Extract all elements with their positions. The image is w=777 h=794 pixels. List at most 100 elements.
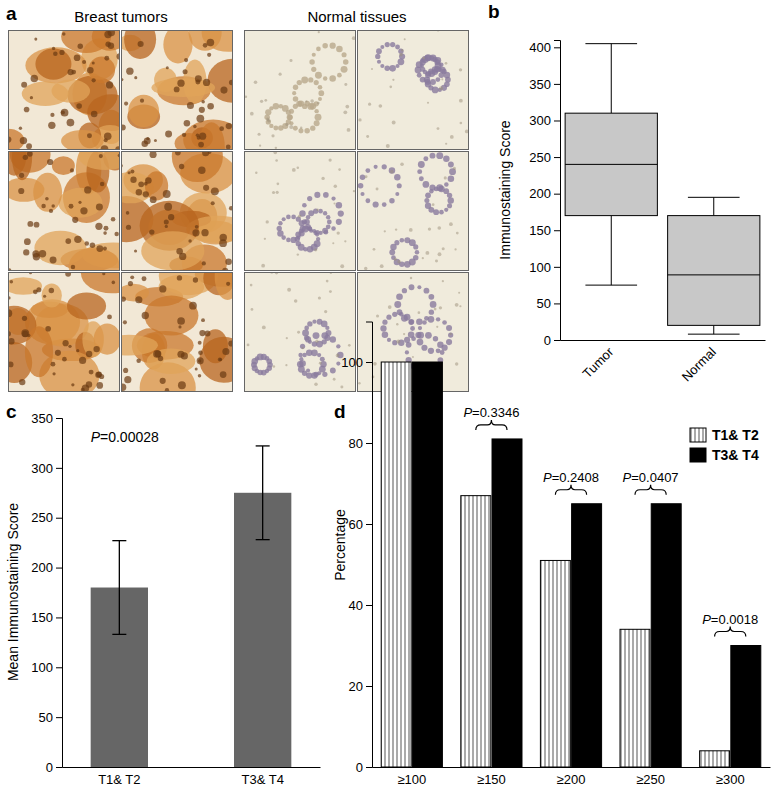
nucleus — [313, 332, 320, 339]
speck — [254, 80, 258, 84]
nucleus — [138, 181, 144, 187]
tick: ≥200 — [557, 767, 586, 787]
nucleus — [219, 358, 222, 361]
annotation-rest: =0.0018 — [711, 612, 758, 627]
tick-mark — [366, 767, 372, 768]
nucleus — [193, 277, 198, 282]
speck — [422, 257, 424, 259]
tick-label: 150 — [529, 223, 551, 238]
speck — [454, 248, 456, 250]
nucleus — [65, 238, 71, 244]
nucleus — [278, 125, 284, 131]
nucleus — [444, 208, 448, 212]
nucleus — [189, 302, 197, 310]
annotation-rest: =0.00028 — [100, 429, 159, 445]
nucleus — [330, 43, 336, 49]
whisker — [713, 325, 714, 334]
nucleus — [80, 207, 87, 214]
nucleus — [380, 64, 384, 68]
nucleus — [82, 60, 86, 64]
speck — [394, 258, 397, 261]
speck — [392, 79, 394, 81]
stain — [208, 59, 233, 103]
nucleus — [103, 226, 108, 231]
nucleus — [380, 45, 384, 49]
nucleus — [408, 320, 413, 325]
nucleus — [43, 295, 46, 298]
nucleus — [311, 67, 316, 72]
nucleus — [49, 288, 54, 293]
stain — [81, 272, 120, 293]
nucleus — [292, 91, 296, 95]
nucleus — [203, 43, 208, 48]
micrograph-border — [9, 152, 120, 271]
tick-label: 150 — [31, 610, 53, 625]
nucleus — [430, 153, 436, 159]
micrograph-bg — [244, 272, 356, 392]
nucleus — [380, 325, 386, 331]
micrograph — [121, 272, 233, 392]
nucleus — [417, 285, 421, 289]
nucleus — [184, 58, 188, 62]
nucleus — [286, 238, 291, 243]
nucleus — [178, 325, 181, 328]
nucleus — [195, 368, 198, 371]
nucleus — [68, 345, 71, 348]
nucleus — [447, 193, 452, 198]
nucleus — [220, 87, 227, 94]
legend-entry: T3& T4 — [690, 447, 759, 463]
tick-mark — [366, 605, 372, 606]
nucleus — [92, 78, 96, 82]
nucleus — [326, 215, 330, 219]
speck — [340, 385, 343, 388]
nucleus — [36, 287, 41, 292]
nucleus — [389, 167, 395, 173]
nucleus — [316, 47, 321, 52]
nucleus — [164, 203, 172, 211]
nucleus — [402, 288, 407, 293]
micrograph-grid — [244, 29, 469, 392]
nucleus — [389, 249, 395, 255]
nucleus — [128, 281, 133, 286]
annotation: P=0.3346 — [463, 405, 519, 420]
nucleus — [322, 228, 328, 234]
stain — [25, 47, 86, 83]
nucleus — [99, 374, 104, 379]
speck — [373, 362, 377, 366]
nucleus — [307, 321, 312, 326]
nucleus — [323, 192, 329, 198]
nucleus — [439, 73, 445, 79]
nucleus — [188, 239, 191, 242]
nucleus — [442, 320, 447, 325]
nucleus — [197, 136, 201, 140]
nucleus — [198, 167, 205, 174]
speck — [455, 303, 459, 307]
speck — [437, 226, 441, 230]
speck — [412, 356, 414, 358]
stain — [159, 275, 205, 300]
nucleus — [413, 244, 418, 249]
speck — [336, 354, 340, 358]
nucleus — [373, 201, 379, 207]
error-cap — [112, 634, 126, 635]
nucleus — [394, 301, 401, 308]
speck — [395, 228, 397, 230]
nucleus — [99, 154, 103, 158]
panel-label: c — [6, 401, 17, 422]
nucleus — [296, 101, 302, 107]
nucleus — [424, 288, 430, 294]
annotation: P=0.0407 — [623, 470, 679, 485]
tick-label: ≥100 — [397, 772, 426, 787]
nucleus — [286, 215, 291, 220]
nucleus — [430, 79, 436, 85]
nucleus — [300, 225, 306, 231]
nucleus — [74, 54, 81, 61]
nucleus — [136, 358, 141, 363]
tick-label: T1& T2 — [98, 772, 140, 787]
nucleus — [124, 376, 131, 383]
tick: 250 — [529, 150, 560, 165]
nucleus — [320, 357, 325, 362]
nucleus — [304, 128, 309, 133]
tick: ≥100 — [397, 767, 426, 787]
nucleus — [67, 119, 75, 127]
